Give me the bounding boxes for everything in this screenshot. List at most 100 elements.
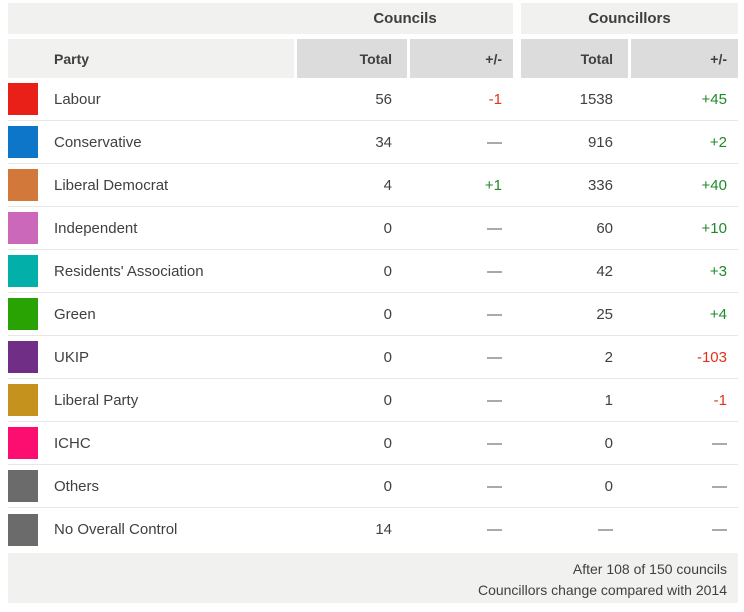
councils-change-value: +1 [484, 176, 502, 194]
councillors-total-value: 60 [596, 219, 613, 237]
councillors-change-value: +3 [709, 262, 727, 280]
councils-change-value: — [487, 219, 502, 237]
party-color-swatch [8, 427, 38, 459]
party-cell: Labour [8, 78, 294, 120]
councils-total-value: 56 [375, 90, 392, 108]
party-cell: UKIP [8, 336, 294, 378]
party-cell: ICHC [8, 422, 294, 464]
party-cell: Conservative [8, 121, 294, 163]
councils-change-column-header: +/- [410, 39, 513, 78]
party-cell: Residents' Association [8, 250, 294, 292]
party-name: ICHC [54, 434, 91, 452]
footnote-line1: After 108 of 150 councils [572, 561, 727, 577]
councillors-total-value: 42 [596, 262, 613, 280]
party-cell: Liberal Party [8, 379, 294, 421]
councillors-total-column-header: Total [521, 39, 628, 78]
councils-total-value: 0 [383, 305, 392, 323]
councils-total-value: 0 [383, 348, 392, 366]
party-cell: Independent [8, 207, 294, 249]
councillors-change-value: — [712, 521, 727, 538]
councillors-change-value: +10 [701, 219, 727, 237]
party-cell: No Overall Control [8, 508, 294, 551]
party-cell: Green [8, 293, 294, 335]
table-row: Others 0 — 0 — [8, 465, 738, 508]
councillors-total-value: 2 [604, 348, 613, 366]
party-color-swatch [8, 298, 38, 330]
party-name: Liberal Democrat [54, 176, 169, 194]
table-row: Green 0 — 25 +4 [8, 293, 738, 336]
party-name: No Overall Control [54, 521, 178, 538]
table-row: Residents' Association 0 — 42 +3 [8, 250, 738, 293]
councillors-total-value: 25 [596, 305, 613, 323]
table-row: ICHC 0 — 0 — [8, 422, 738, 465]
councils-change-value: — [487, 477, 502, 495]
table-row: Liberal Party 0 — 1 -1 [8, 379, 738, 422]
councils-total-value: 14 [375, 521, 392, 538]
party-color-swatch [8, 255, 38, 287]
election-results-table: Councils Councillors Party Total +/- Tot… [8, 3, 738, 603]
councils-total-value: 0 [383, 391, 392, 409]
councillors-change-value: — [712, 434, 727, 452]
councillors-total-value: — [598, 521, 613, 538]
party-color-swatch [8, 341, 38, 373]
party-name: Conservative [54, 133, 142, 151]
party-name: Labour [54, 90, 101, 108]
councillors-change-value: +45 [701, 90, 727, 108]
councillors-change-value: +4 [709, 305, 727, 323]
councils-change-value: -1 [488, 90, 502, 108]
party-name: Independent [54, 219, 138, 237]
councils-change-value: — [487, 262, 502, 280]
councillors-change-value: +40 [701, 176, 727, 194]
councils-change-value: — [487, 434, 502, 452]
table-row: Labour 56 -1 1538 +45 [8, 78, 738, 121]
councils-change-value: — [487, 521, 502, 538]
councils-total-value: 0 [383, 262, 392, 280]
party-cell: Liberal Democrat [8, 164, 294, 206]
councils-group-header: Councils [373, 10, 437, 27]
councillors-total-value: 1538 [579, 90, 613, 108]
party-color-swatch [8, 212, 38, 244]
party-name: Others [54, 477, 100, 495]
party-name: Green [54, 305, 96, 323]
party-color-swatch [8, 513, 38, 546]
party-color-swatch [8, 126, 38, 158]
party-column-header: Party [8, 39, 294, 78]
councils-change-value: — [487, 133, 502, 151]
councils-total-value: 0 [383, 477, 392, 495]
councillors-change-value: -103 [696, 348, 727, 366]
councils-group-band: Councils [8, 3, 513, 34]
councillors-change-value: -1 [713, 391, 727, 409]
councillors-change-value: +2 [709, 133, 727, 151]
column-header-row: Party Total +/- Total +/- [8, 39, 738, 78]
footnote-line2: Councillors change compared with 2014 [477, 582, 727, 598]
party-name: Liberal Party [54, 391, 139, 409]
party-name: UKIP [54, 348, 90, 366]
councillors-change-value: — [712, 477, 727, 495]
party-name: Residents' Association [54, 262, 204, 280]
councils-change-value: — [487, 305, 502, 323]
councils-total-value: 4 [383, 176, 392, 194]
table-row: Independent 0 — 60 +10 [8, 207, 738, 250]
councils-total-value: 0 [383, 434, 392, 452]
party-color-swatch [8, 470, 38, 502]
party-color-swatch [8, 384, 38, 416]
councillors-total-value: 336 [587, 176, 613, 194]
party-color-swatch [8, 169, 38, 201]
councillors-total-value: 916 [587, 133, 613, 151]
table-body: Labour 56 -1 1538 +45 Conservative 34 — … [8, 78, 738, 551]
councillors-change-column-header: +/- [631, 39, 738, 78]
councils-change-value: — [487, 348, 502, 366]
councillors-total-value: 1 [604, 391, 613, 409]
table-row: No Overall Control 14 — — — [8, 508, 738, 551]
party-cell: Others [8, 465, 294, 507]
councils-total-column-header: Total [297, 39, 407, 78]
councillors-group-header: Councillors [521, 3, 738, 34]
table-footnote: After 108 of 150 councils Councillors ch… [8, 553, 738, 603]
table-row: Conservative 34 — 916 +2 [8, 121, 738, 164]
group-header-row: Councils Councillors [8, 3, 738, 34]
councils-total-value: 0 [383, 219, 392, 237]
councillors-total-value: 0 [604, 477, 613, 495]
councils-change-value: — [487, 391, 502, 409]
party-color-swatch [8, 83, 38, 115]
councils-total-value: 34 [375, 133, 392, 151]
